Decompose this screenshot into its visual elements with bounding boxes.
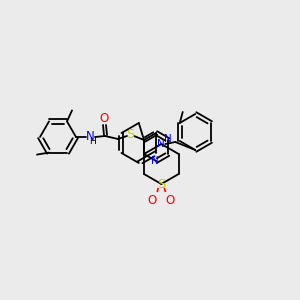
Text: N: N bbox=[151, 156, 159, 166]
Text: O: O bbox=[99, 112, 109, 125]
Text: N: N bbox=[85, 130, 94, 142]
Text: N: N bbox=[164, 134, 172, 144]
Text: H: H bbox=[88, 136, 95, 146]
Text: O: O bbox=[148, 194, 157, 208]
Text: O: O bbox=[166, 194, 175, 208]
Text: S: S bbox=[157, 178, 166, 191]
Text: N: N bbox=[158, 139, 165, 149]
Text: S: S bbox=[126, 128, 134, 142]
